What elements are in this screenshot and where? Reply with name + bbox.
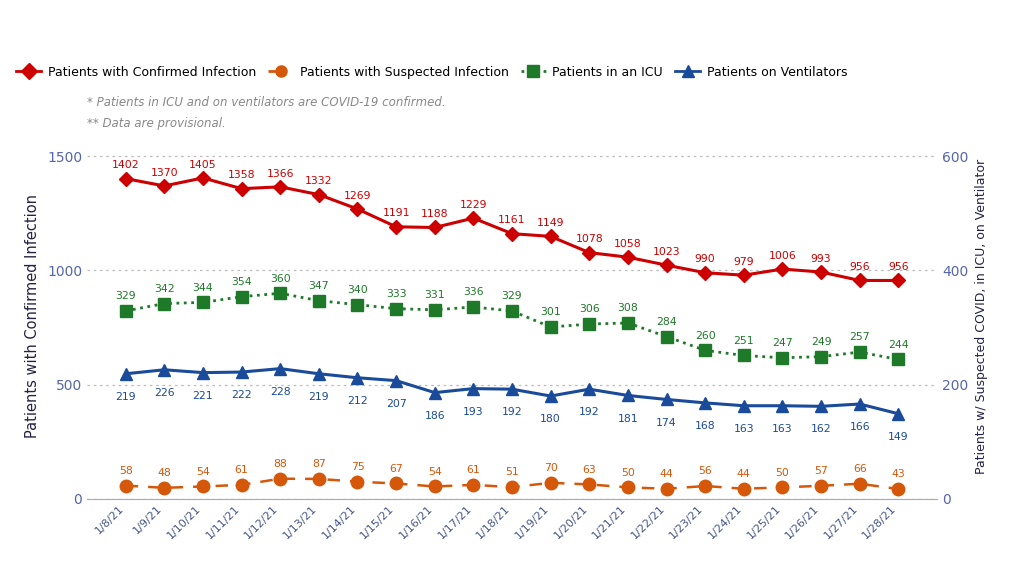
Text: 260: 260 [695,331,716,340]
Text: 163: 163 [772,424,793,434]
Text: 228: 228 [270,387,291,397]
Text: 163: 163 [733,424,754,434]
Text: 222: 222 [231,390,252,400]
Text: 168: 168 [695,421,716,431]
Text: 192: 192 [502,407,522,417]
Text: 219: 219 [116,392,136,402]
Text: 257: 257 [849,332,870,342]
Text: 1078: 1078 [575,234,603,244]
Text: 174: 174 [656,418,677,427]
Text: 306: 306 [579,304,600,314]
Text: 1366: 1366 [266,169,294,179]
Text: 342: 342 [154,284,175,294]
Text: 66: 66 [853,464,866,474]
Text: 61: 61 [467,465,480,475]
Text: 249: 249 [811,337,831,347]
Text: 48: 48 [158,468,171,478]
Text: 1370: 1370 [151,168,178,177]
Text: 44: 44 [659,469,674,479]
Text: 43: 43 [892,469,905,479]
Text: 956: 956 [849,262,870,272]
Text: 149: 149 [888,432,908,442]
Text: 221: 221 [193,391,213,401]
Text: 87: 87 [312,459,326,469]
Text: ** Data are provisional.: ** Data are provisional. [87,117,225,130]
Text: 1269: 1269 [344,191,372,201]
Text: 50: 50 [621,467,635,478]
Text: 329: 329 [502,291,522,301]
Text: 75: 75 [350,462,365,472]
Y-axis label: Patients w/ Suspected COVID, in ICU, on Ventilator: Patients w/ Suspected COVID, in ICU, on … [975,158,988,474]
Text: 193: 193 [463,407,483,416]
Text: 360: 360 [270,274,291,284]
Text: 57: 57 [814,466,828,476]
Text: 56: 56 [698,466,712,476]
Text: 331: 331 [424,290,445,300]
Text: 70: 70 [544,463,558,473]
Text: 67: 67 [389,464,403,474]
Text: 979: 979 [733,257,754,267]
Text: 336: 336 [463,287,483,297]
Text: 1188: 1188 [421,209,449,219]
Text: 247: 247 [772,338,793,348]
Text: 162: 162 [811,425,831,434]
Text: 166: 166 [849,422,870,432]
Text: 1149: 1149 [537,218,564,228]
Text: 212: 212 [347,396,368,406]
Text: 244: 244 [888,340,908,350]
Text: 88: 88 [273,459,287,469]
Text: 1023: 1023 [652,247,680,257]
Text: 340: 340 [347,285,368,295]
Text: 50: 50 [775,467,790,478]
Text: 301: 301 [541,307,561,317]
Text: 1402: 1402 [112,160,139,171]
Text: 1006: 1006 [769,251,797,261]
Text: 308: 308 [617,303,638,313]
Text: 207: 207 [386,398,407,409]
Text: 192: 192 [579,407,600,417]
Y-axis label: Patients with Confirmed Infection: Patients with Confirmed Infection [26,194,40,438]
Text: 61: 61 [234,465,249,475]
Text: 329: 329 [116,291,136,301]
Legend: Patients with Confirmed Infection, Patients with Suspected Infection, Patients i: Patients with Confirmed Infection, Patie… [11,60,852,84]
Text: 1332: 1332 [305,176,333,186]
Text: 347: 347 [308,281,329,291]
Text: 284: 284 [656,317,677,327]
Text: 1229: 1229 [460,200,487,210]
Text: * Patients in ICU and on ventilators are COVID-19 confirmed.: * Patients in ICU and on ventilators are… [87,96,445,110]
Text: COVID-19 Hospitalizations Reported by MS Hospitals, 1/8/21–1/28/21 *,**: COVID-19 Hospitalizations Reported by MS… [12,18,839,37]
Text: 181: 181 [617,414,638,423]
Text: 993: 993 [811,253,831,264]
Text: 63: 63 [583,465,596,474]
Text: 956: 956 [888,262,908,272]
Text: 180: 180 [541,414,561,424]
Text: 344: 344 [193,282,213,293]
Text: 354: 354 [231,277,252,287]
Text: 54: 54 [428,467,441,477]
Text: 58: 58 [119,466,132,476]
Text: 1161: 1161 [499,215,525,225]
Text: 44: 44 [737,469,751,479]
Text: 1358: 1358 [227,171,255,180]
Text: 251: 251 [733,336,754,346]
Text: 1058: 1058 [614,239,642,249]
Text: 51: 51 [505,467,519,477]
Text: 333: 333 [386,289,407,299]
Text: 186: 186 [424,411,445,420]
Text: 1191: 1191 [382,208,410,219]
Text: 1405: 1405 [189,160,217,169]
Text: 990: 990 [695,255,716,264]
Text: 219: 219 [308,392,329,402]
Text: 226: 226 [154,388,175,398]
Text: 54: 54 [196,467,210,477]
